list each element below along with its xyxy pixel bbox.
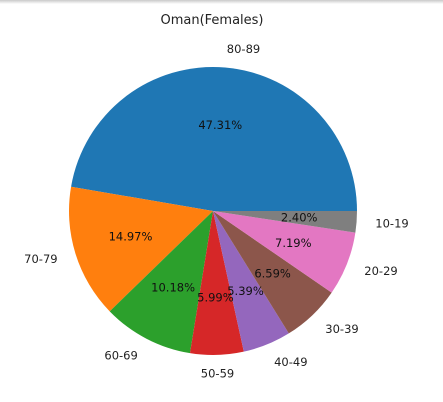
pie-slice-50-59: [189, 211, 244, 355]
category-label-20-29: 20-29: [364, 264, 397, 278]
category-labels: 80-89 70-79 60-69 50-59 40-49 30-39 20-29 10-19: [24, 42, 409, 381]
pie-slice-70-79: [69, 186, 213, 312]
pie-slice-80-89: [71, 67, 357, 211]
pct-label-10-19: 2.40%: [281, 211, 318, 225]
percentage-labels: 47.31% 14.97% 10.18%5.99%5.39% 6.59% 7.19% 2.…: [109, 118, 318, 304]
chart-title: Oman(Females): [160, 13, 263, 28]
pie-slices: [69, 67, 357, 355]
category-label-30-39: 30-39: [325, 322, 358, 336]
pct-label-20-29: 7.19%: [275, 236, 312, 250]
pie-slice-60-69: [109, 211, 213, 354]
category-label-70-79: 70-79: [24, 252, 57, 266]
category-label-40-49: 40-49: [274, 355, 307, 369]
pie-slice-40-49: [213, 211, 289, 352]
category-label-10-19: 10-19: [375, 216, 408, 230]
category-label-60-69: 60-69: [104, 348, 137, 362]
pct-label-30-39: 6.59%: [254, 267, 291, 281]
pie-slice-20-29: [213, 211, 356, 293]
category-label-80-89: 80-89: [227, 42, 260, 56]
pct-label-80-89: 47.31%: [198, 118, 242, 132]
window-top-edge: [0, 0, 443, 4]
pie-slice-10-19: [213, 211, 357, 233]
pct-label-40-49: 5.39%: [227, 284, 264, 298]
pct-label-50-59: 5.99%: [197, 290, 234, 304]
pct-label-70-79: 14.97%: [109, 230, 153, 244]
category-label-50-59: 50-59: [201, 367, 234, 381]
pct-label-60-69: 10.18%: [151, 281, 195, 295]
pie-slice-30-39: [213, 211, 332, 334]
